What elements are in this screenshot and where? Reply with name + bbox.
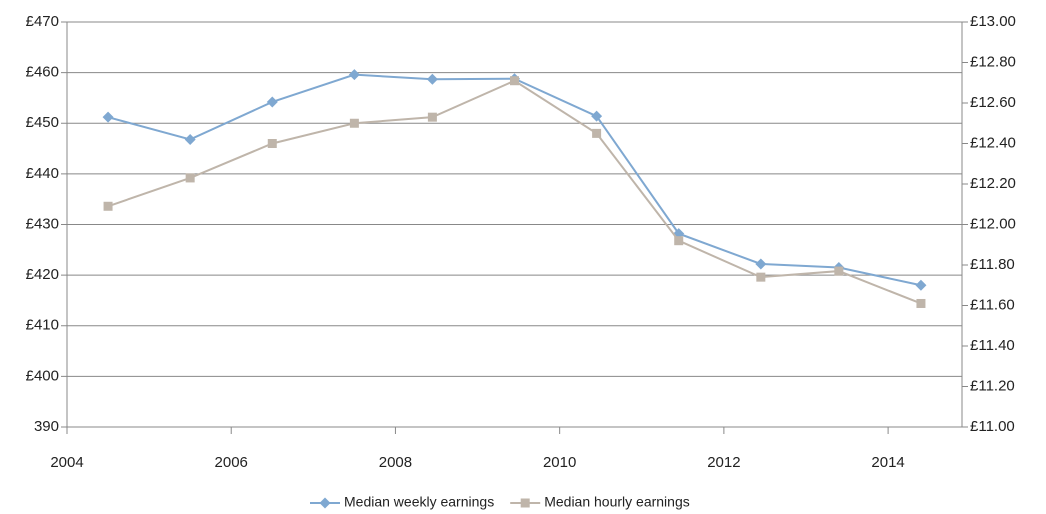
y2-tick-label: £12.00	[970, 215, 1016, 232]
series-line	[107, 73, 922, 287]
y2-tick-label: £11.20	[970, 377, 1015, 394]
y-tick-label: 390	[34, 418, 59, 435]
point	[185, 173, 195, 183]
y-tick-label: £450	[26, 114, 59, 131]
y-tick-label: £420	[26, 266, 59, 283]
point	[267, 139, 277, 148]
y2-tick-label: £11.80	[970, 256, 1015, 273]
y-tick-label: £400	[26, 367, 59, 384]
point	[592, 128, 602, 138]
point	[266, 96, 278, 108]
y2-tick-label: £12.80	[970, 53, 1016, 70]
y-tick-label: £430	[26, 215, 59, 232]
legend-marker	[520, 498, 530, 508]
point	[349, 118, 359, 128]
y-tick-label: £410	[26, 317, 59, 334]
point	[348, 69, 360, 81]
point	[834, 266, 844, 276]
y2-tick-label: £12.20	[970, 175, 1016, 192]
point	[674, 236, 684, 246]
point	[916, 298, 926, 308]
point	[184, 133, 196, 145]
x-tick-label: 2012	[707, 454, 740, 471]
point	[426, 73, 438, 85]
point	[591, 110, 603, 122]
y-tick-label: £460	[26, 64, 59, 81]
x-tick-label: 2008	[379, 454, 412, 471]
y2-tick-label: £11.60	[970, 296, 1015, 313]
point	[756, 272, 766, 282]
y2-tick-label: £11.40	[970, 337, 1015, 354]
x-tick-label: 2010	[543, 454, 576, 471]
legend-label: Median weekly earnings	[344, 494, 494, 510]
legend-marker	[319, 497, 331, 509]
y2-tick-label: £13.00	[970, 13, 1016, 30]
y2-tick-label: £12.60	[970, 94, 1016, 111]
series-line	[107, 79, 922, 305]
x-tick-label: 2006	[215, 454, 248, 471]
y-tick-label: £440	[26, 165, 59, 182]
legend-label: Median hourly earnings	[544, 494, 690, 510]
point	[427, 112, 437, 122]
x-tick-label: 2014	[871, 454, 904, 471]
y2-tick-label: £12.40	[970, 134, 1016, 151]
y-tick-label: £470	[26, 13, 59, 30]
point	[755, 258, 767, 270]
x-tick-label: 2004	[50, 454, 83, 471]
point	[103, 201, 113, 211]
point	[510, 76, 519, 86]
y2-tick-label: £11.00	[970, 418, 1015, 435]
point	[102, 111, 114, 123]
point	[915, 279, 927, 291]
